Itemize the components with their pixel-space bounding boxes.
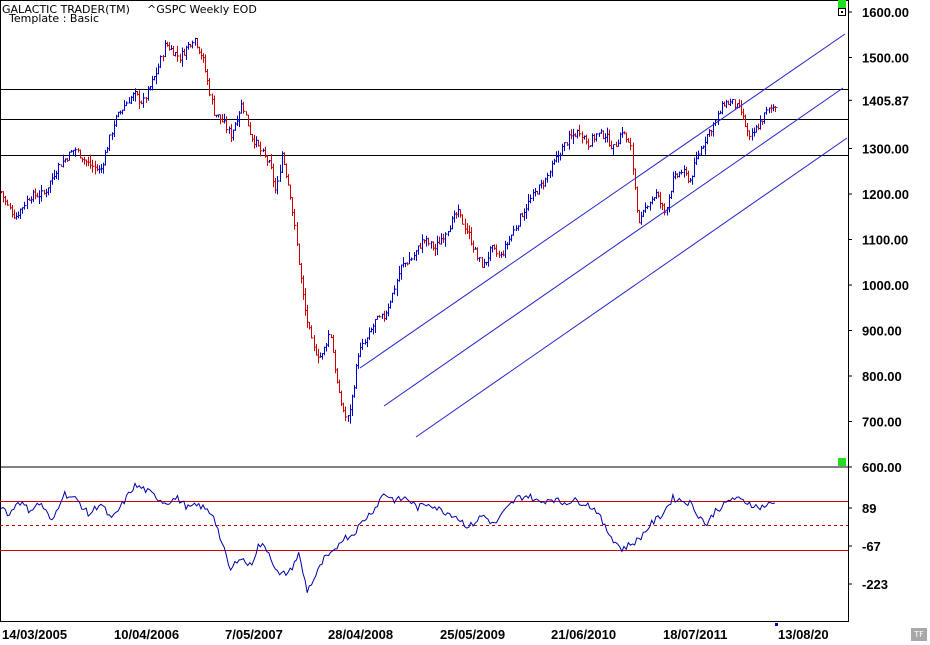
price-bars: [1, 37, 778, 424]
osc-tick-label: 89: [862, 501, 876, 516]
channel-line: [359, 33, 846, 369]
horizontal-levels: [0, 89, 848, 156]
price-tick-label: 1000.00: [862, 278, 909, 293]
app-title: GALACTIC TRADER(TM): [2, 3, 130, 16]
date-tick-label: 13/08/20: [778, 627, 829, 642]
date-tick-label: 25/05/2009: [440, 627, 505, 642]
window-toggle-icon[interactable]: [838, 8, 846, 16]
trend-channel-lines: [359, 33, 848, 438]
price-tick-label: 1300.00: [862, 142, 909, 157]
price-tick-label: 900.00: [862, 324, 902, 339]
symbol-label: ^GSPC Weekly EOD: [147, 3, 257, 16]
channel-line: [415, 137, 848, 438]
date-tick-label: 18/07/2011: [663, 627, 727, 642]
price-tick-label: 1500.00: [862, 51, 909, 66]
last-bar-marker: [775, 623, 778, 626]
channel-line: [383, 87, 844, 407]
date-axis: 14/03/2005 10/04/2006 7/05/2007 28/04/2008 2…: [2, 623, 829, 642]
date-tick-label: 14/03/2005: [2, 627, 67, 642]
price-tick-label: 1405.87: [862, 93, 909, 108]
date-tick-label: 10/04/2006: [114, 627, 179, 642]
price-tick-label: 1600.00: [862, 5, 909, 20]
price-tick-label: 700.00: [862, 415, 902, 430]
template-label: Template : Basic: [9, 12, 100, 25]
price-tick-label: 1100.00: [862, 233, 908, 248]
oscillator-panel: [0, 482, 848, 593]
plot-border: [0, 0, 849, 622]
date-tick-label: 7/05/2007: [225, 627, 283, 642]
date-tick-label: 28/04/2008: [328, 627, 393, 642]
price-tick-label: 600.00: [862, 460, 902, 475]
osc-tick-label: -223: [862, 577, 888, 592]
date-tick-label: 21/06/2010: [551, 627, 616, 642]
price-axis: 1600.00 1500.00 1405.87 1300.00 1200.00 1100.…: [848, 5, 909, 592]
price-tick-label: 1200.00: [862, 187, 909, 202]
green-square-icon: [838, 458, 846, 466]
green-square-icon: [838, 0, 846, 8]
tf-button[interactable]: TF: [911, 628, 927, 641]
osc-tick-label: -67: [862, 539, 881, 554]
oscillator-line: [0, 482, 776, 593]
chart-frame: [0, 0, 849, 622]
price-tick-label: 800.00: [862, 369, 902, 384]
